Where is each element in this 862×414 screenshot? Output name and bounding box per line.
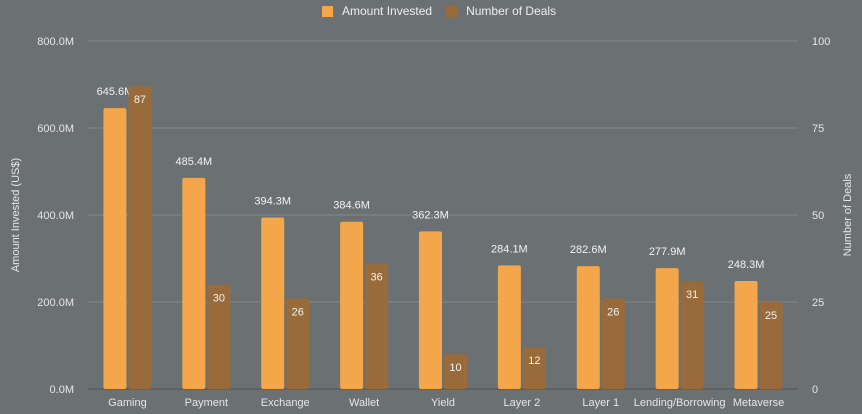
bar-amount-invested	[419, 231, 442, 389]
data-label-amount-invested: 284.1M	[491, 243, 528, 255]
bar-number-of-deals	[680, 281, 704, 389]
bar-amount-invested	[655, 268, 679, 389]
data-label-amount-invested: 394.3M	[254, 195, 291, 207]
data-label-amount-invested: 277.9M	[649, 246, 686, 258]
data-label-amount-invested: 485.4M	[175, 156, 212, 168]
bar-number-of-deals	[759, 302, 783, 389]
bar-number-of-deals	[207, 284, 231, 389]
y2-tick-label: 0	[812, 384, 818, 396]
y-axis-title: Amount Invested (US$)	[10, 158, 22, 272]
x-tick-label: Wallet	[349, 397, 379, 409]
y2-tick-label: 25	[812, 297, 824, 309]
bar-amount-invested	[182, 177, 206, 389]
data-label-amount-invested: 282.6M	[570, 244, 607, 256]
x-tick-label: Layer 1	[582, 397, 619, 409]
legend-item-amount-invested[interactable]: Amount Invested	[322, 4, 432, 18]
bar-number-of-deals	[444, 354, 467, 389]
bar-amount-invested	[734, 280, 758, 389]
y-tick-label: 400.0M	[37, 210, 74, 222]
bar-number-of-deals	[286, 298, 310, 389]
legend-label-amount-invested: Amount Invested	[342, 4, 433, 18]
bar-amount-invested	[497, 265, 521, 389]
legend: Amount Invested Number of Deals	[322, 4, 570, 18]
bar-number-of-deals	[601, 298, 625, 389]
x-tick-label: Payment	[185, 397, 228, 409]
data-label-number-of-deals: 30	[213, 293, 225, 305]
legend-item-number-of-deals[interactable]: Number of Deals	[446, 4, 556, 18]
legend-swatch-amount-invested	[322, 5, 333, 17]
legend-label-number-of-deals: Number of Deals	[466, 4, 557, 18]
data-label-number-of-deals: 25	[765, 310, 777, 322]
y-tick-label: 800.0M	[37, 36, 74, 48]
bar-amount-invested	[340, 221, 364, 389]
bar-number-of-deals	[365, 263, 389, 389]
y-tick-label: 600.0M	[37, 123, 74, 135]
data-label-number-of-deals: 36	[370, 272, 382, 284]
data-label-number-of-deals: 87	[134, 94, 146, 106]
data-label-amount-invested: 362.3M	[412, 209, 449, 221]
data-label-amount-invested: 248.3M	[728, 259, 765, 271]
legend-swatch-number-of-deals	[446, 5, 458, 17]
x-tick-label: Yield	[431, 397, 455, 409]
y2-axis-title: Number of Deals	[842, 173, 854, 256]
data-label-amount-invested: 384.6M	[333, 200, 370, 212]
x-tick-label: Gaming	[108, 397, 147, 409]
data-label-number-of-deals: 31	[686, 289, 698, 301]
data-label-number-of-deals: 10	[449, 362, 461, 374]
bar-number-of-deals	[128, 86, 152, 390]
y2-tick-label: 75	[812, 123, 824, 135]
bar-number-of-deals	[522, 347, 546, 389]
data-label-number-of-deals: 12	[528, 355, 540, 367]
bar-amount-invested	[576, 266, 600, 389]
y2-tick-label: 100	[812, 36, 830, 48]
x-tick-label: Exchange	[261, 397, 310, 409]
bar-amount-invested	[103, 108, 127, 389]
data-label-number-of-deals: 26	[292, 307, 304, 319]
x-tick-label: Lending/Borrowing	[634, 397, 726, 409]
y2-tick-label: 50	[812, 210, 824, 222]
x-tick-label: Layer 2	[504, 397, 541, 409]
y-tick-label: 0.0M	[50, 384, 74, 396]
bar-amount-invested	[261, 217, 285, 389]
data-label-amount-invested: 645.6M	[97, 86, 134, 98]
y-tick-label: 200.0M	[37, 297, 74, 309]
data-label-number-of-deals: 26	[607, 307, 619, 319]
x-tick-label: Metaverse	[733, 397, 784, 409]
